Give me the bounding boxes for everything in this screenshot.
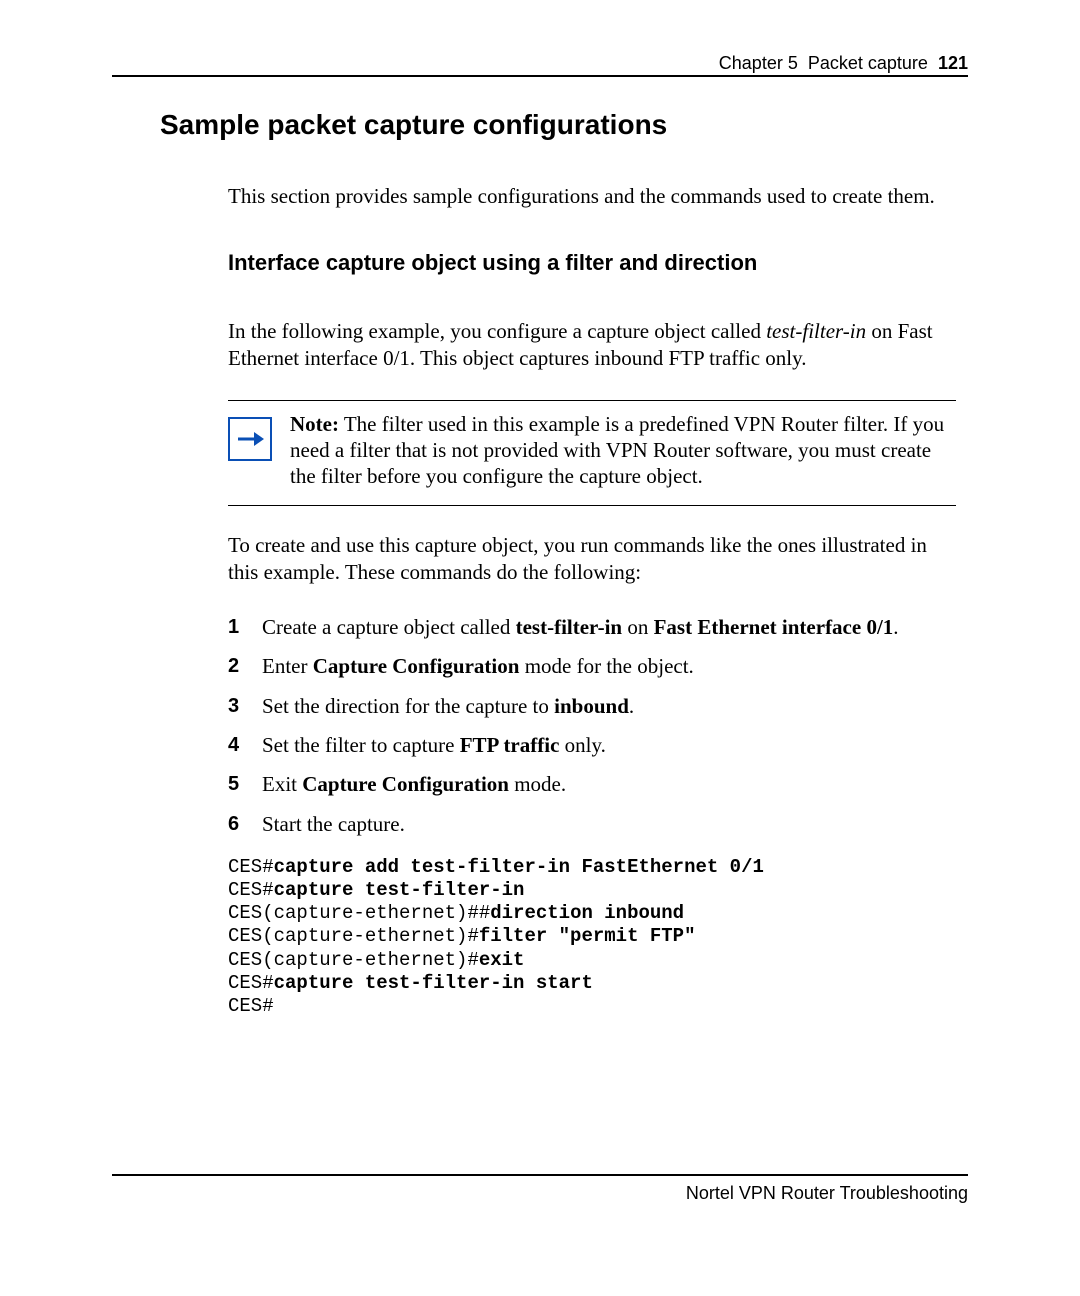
step-text: Set the direction for the capture to <box>262 694 554 718</box>
step-text: Create a capture object called <box>262 615 516 639</box>
step-text: only. <box>559 733 605 757</box>
arrow-right-icon <box>228 417 272 461</box>
note-callout: Note: The filter used in this example is… <box>228 400 956 507</box>
code-command: capture test-filter-in <box>274 879 525 901</box>
header-chapter: Chapter 5 <box>719 53 798 73</box>
step-text: Exit <box>262 772 302 796</box>
header-title: Packet capture <box>808 53 928 73</box>
code-prompt: CES(capture-ethernet)# <box>228 925 479 947</box>
note-text: Note: The filter used in this example is… <box>290 411 956 490</box>
code-prompt: CES# <box>228 856 274 878</box>
header-page-number: 121 <box>938 53 968 73</box>
example-intro-text-1: In the following example, you configure … <box>228 319 766 343</box>
code-prompt: CES# <box>228 879 274 901</box>
step-text: . <box>629 694 634 718</box>
section-heading: Sample packet capture configurations <box>160 109 968 141</box>
example-intro: In the following example, you configure … <box>228 318 956 372</box>
page: Chapter 5 Packet capture 121 Sample pack… <box>0 0 1080 1296</box>
code-prompt: CES(capture-ethernet)## <box>228 902 490 924</box>
list-item: Set the direction for the capture to inb… <box>228 693 956 720</box>
step-bold: FTP traffic <box>460 733 560 757</box>
list-item: Set the filter to capture FTP traffic on… <box>228 732 956 759</box>
code-command: direction inbound <box>490 902 684 924</box>
note-label: Note: <box>290 412 339 436</box>
step-text: Start the capture. <box>262 812 405 836</box>
step-text: on <box>622 615 654 639</box>
step-bold: inbound <box>554 694 629 718</box>
step-text: Set the filter to capture <box>262 733 460 757</box>
code-command: capture test-filter-in start <box>274 972 593 994</box>
list-item: Enter Capture Configuration mode for the… <box>228 653 956 680</box>
list-item: Create a capture object called test-filt… <box>228 614 956 641</box>
steps-list: Create a capture object called test-filt… <box>228 614 956 838</box>
code-block: CES#capture add test-filter-in FastEther… <box>228 856 956 1018</box>
code-prompt: CES(capture-ethernet)# <box>228 949 479 971</box>
code-command: exit <box>479 949 525 971</box>
list-item: Start the capture. <box>228 811 956 838</box>
step-text: mode. <box>509 772 566 796</box>
step-bold: Fast Ethernet interface 0/1 <box>654 615 894 639</box>
code-command: filter "permit FTP" <box>479 925 696 947</box>
subsection-heading: Interface capture object using a filter … <box>228 250 956 276</box>
step-text: Enter <box>262 654 313 678</box>
example-intro-italic: test-filter-in <box>766 319 866 343</box>
step-bold: test-filter-in <box>516 615 623 639</box>
body: This section provides sample configurati… <box>228 183 956 1018</box>
running-header: Chapter 5 Packet capture 121 <box>719 53 968 74</box>
step-bold: Capture Configuration <box>313 654 520 678</box>
intro-paragraph: This section provides sample configurati… <box>228 183 956 210</box>
running-footer: Nortel VPN Router Troubleshooting <box>686 1183 968 1204</box>
list-item: Exit Capture Configuration mode. <box>228 771 956 798</box>
code-command: capture add test-filter-in FastEthernet … <box>274 856 764 878</box>
step-text: mode for the object. <box>519 654 693 678</box>
content-frame: Chapter 5 Packet capture 121 Sample pack… <box>112 75 968 1176</box>
lead-paragraph: To create and use this capture object, y… <box>228 532 956 586</box>
note-body: The filter used in this example is a pre… <box>290 412 944 489</box>
code-prompt: CES# <box>228 972 274 994</box>
step-bold: Capture Configuration <box>302 772 509 796</box>
code-prompt: CES# <box>228 995 274 1017</box>
step-text: . <box>893 615 898 639</box>
